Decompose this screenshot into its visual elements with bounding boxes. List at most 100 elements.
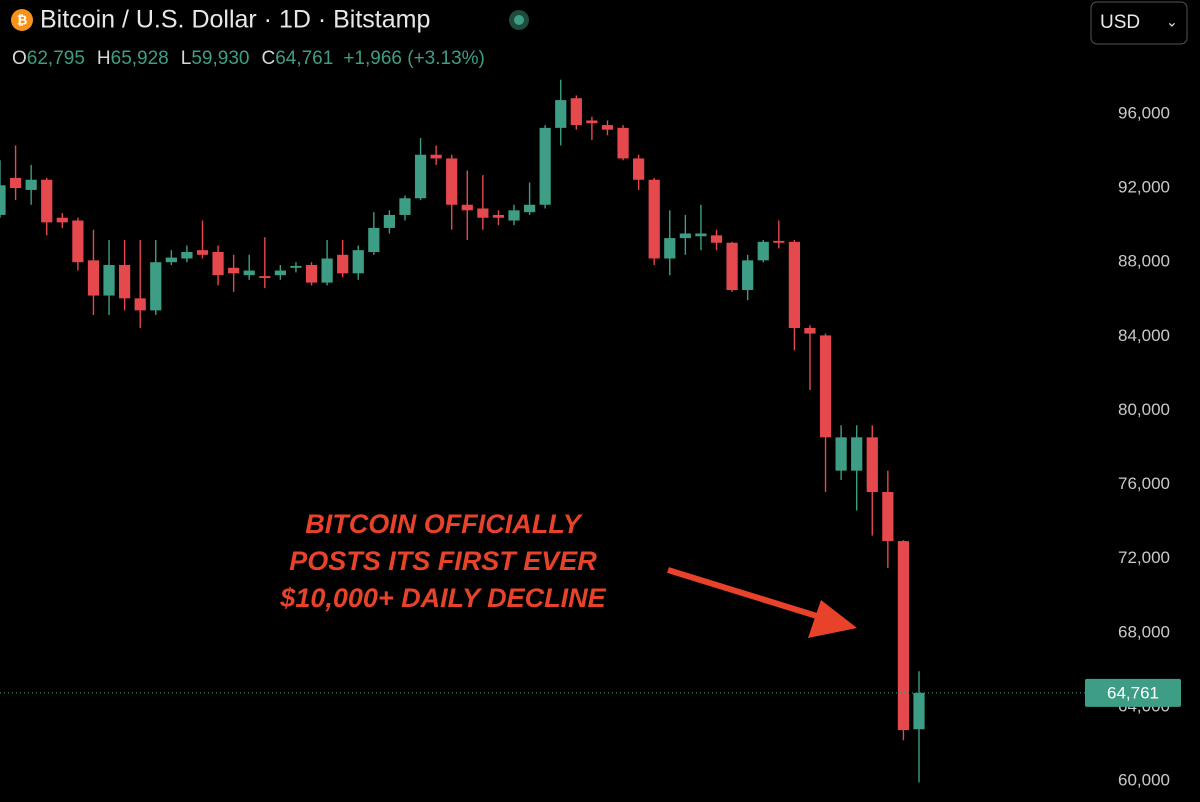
candle-body xyxy=(368,227,380,253)
candle-body xyxy=(726,242,738,291)
candle-body xyxy=(664,238,676,259)
ohlc-key: O xyxy=(12,48,27,69)
candle-body xyxy=(835,437,847,471)
annotation-line: BITCOIN OFFICIALLY xyxy=(305,509,583,539)
candle-body xyxy=(804,327,816,334)
y-tick-label: 92,000 xyxy=(1118,178,1170,197)
candle-body xyxy=(243,270,255,276)
ohlc-legend: O62,795 H65,928 L59,930 C64,761 +1,966 (+3.1… xyxy=(12,48,485,69)
candle-body xyxy=(633,158,645,180)
candle-body xyxy=(819,335,832,438)
ohlc-value: 59,930 xyxy=(191,48,249,69)
candle-body xyxy=(430,154,442,159)
currency-caret[interactable]: ⌄ xyxy=(1166,14,1178,30)
candle-body xyxy=(414,154,427,199)
candle-body xyxy=(165,257,177,263)
ohlc-value: 64,761 xyxy=(275,48,333,69)
candle-body xyxy=(851,437,863,471)
candle-body xyxy=(305,264,318,283)
candle-body xyxy=(617,127,629,159)
candle-body xyxy=(196,250,209,255)
candle-body xyxy=(695,233,707,237)
candle-body xyxy=(56,217,68,223)
candle-body xyxy=(773,240,785,243)
candle-body xyxy=(913,692,925,730)
candle-body xyxy=(788,241,800,328)
candle-body xyxy=(539,127,551,205)
candle-body xyxy=(337,254,349,274)
candle-body xyxy=(9,177,22,189)
candle-body xyxy=(103,264,115,296)
candle-body xyxy=(523,204,536,213)
candle-body xyxy=(601,125,614,130)
candle-body xyxy=(290,265,302,268)
bitcoin-icon xyxy=(11,9,33,31)
ohlc-key: L xyxy=(181,48,192,69)
y-tick-label: 76,000 xyxy=(1118,474,1170,493)
candle-body xyxy=(461,204,473,211)
annotation-line: $10,000+ DAILY DECLINE xyxy=(279,583,606,613)
y-tick-label: 68,000 xyxy=(1118,622,1170,641)
candle-body xyxy=(274,270,286,276)
ohlc-text: O62,795 H65,928 L59,930 C64,761 +1,966 (+3.1… xyxy=(12,48,485,69)
ohlc-key: C xyxy=(261,48,275,69)
annotation-arrow-head xyxy=(808,600,857,638)
candle-body xyxy=(570,98,582,126)
candles xyxy=(0,79,925,783)
axis-layer: 60,00064,00068,00072,00076,00080,00084,0… xyxy=(1118,103,1170,790)
y-tick-label: 96,000 xyxy=(1118,103,1170,122)
candle-body xyxy=(119,264,131,299)
ohlc-value: 65,928 xyxy=(111,48,169,69)
candle-body xyxy=(742,260,754,291)
overlay: 64,761 BITCOIN OFFICIALLY POSTS ITS FIRST … xyxy=(0,509,1181,707)
y-tick-label: 80,000 xyxy=(1118,400,1170,419)
candle-body xyxy=(399,198,411,215)
candle-body xyxy=(212,252,224,276)
candle-body xyxy=(882,491,894,542)
candle-body xyxy=(41,179,53,223)
y-tick-label: 60,000 xyxy=(1118,771,1170,790)
candle-body xyxy=(492,214,505,218)
candle-body xyxy=(586,120,598,124)
candle-body xyxy=(710,235,723,243)
ohlc-change: +1,966 (+3.13%) xyxy=(343,48,485,69)
candle-body xyxy=(446,158,458,205)
candle-body xyxy=(228,267,240,274)
status-dot xyxy=(514,15,524,25)
candle-body xyxy=(87,260,100,296)
candle-body xyxy=(555,100,567,128)
candle-body xyxy=(352,250,364,274)
candle-body xyxy=(321,258,333,283)
candle-body xyxy=(181,252,193,259)
candle-body xyxy=(0,185,6,215)
candle-body xyxy=(757,241,769,261)
currency-button[interactable] xyxy=(1090,1,1188,45)
candle-body xyxy=(134,298,146,311)
candle-body xyxy=(866,437,878,492)
candle-body xyxy=(508,210,520,221)
candle-body xyxy=(25,179,37,190)
last-price-tag xyxy=(1085,678,1181,707)
chart-title: Bitcoin / U.S. Dollar · 1D · Bitstamp xyxy=(40,6,430,34)
y-tick-label: 84,000 xyxy=(1118,326,1170,345)
y-tick-label: 88,000 xyxy=(1118,252,1170,271)
currency-label[interactable]: USD xyxy=(1100,12,1140,33)
last-price-label: 64,761 xyxy=(1107,683,1159,702)
ohlc-key: H xyxy=(97,48,111,69)
bitcoin-icon-glyph: ₿ xyxy=(17,12,28,27)
candle-body xyxy=(259,276,271,278)
annotation-line: POSTS ITS FIRST EVER xyxy=(289,546,597,576)
annotation-arrow-shaft xyxy=(667,567,821,620)
candle-body xyxy=(150,262,162,311)
candle-body xyxy=(679,233,691,239)
y-tick-label: 72,000 xyxy=(1118,548,1170,567)
candle-body xyxy=(72,220,84,263)
candle-body xyxy=(897,541,910,731)
candle-body xyxy=(648,179,660,259)
ohlc-value: 62,795 xyxy=(27,48,85,69)
candle-body xyxy=(383,214,396,228)
candle-body xyxy=(477,208,489,218)
